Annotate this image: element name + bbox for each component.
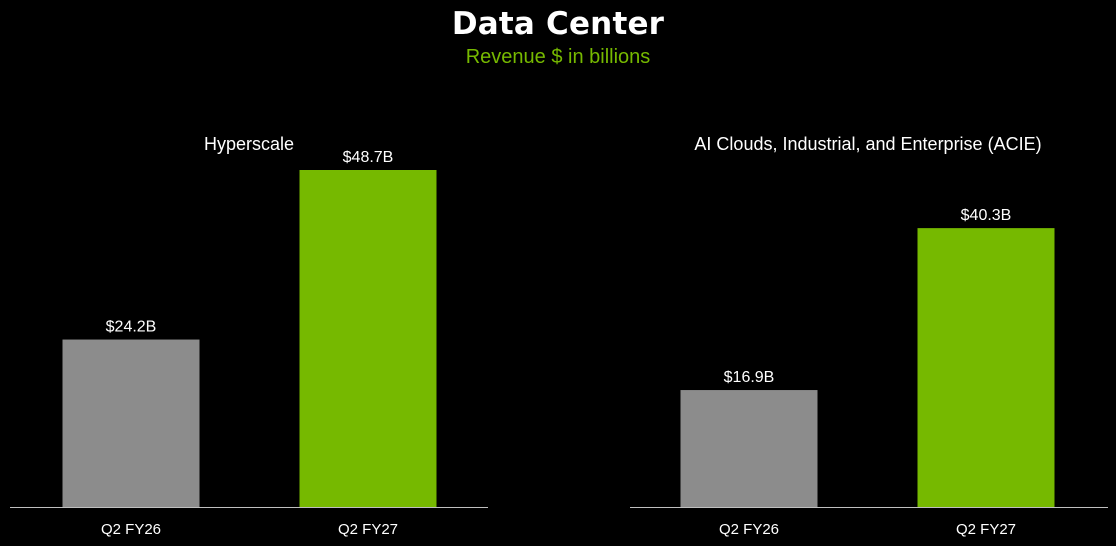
acie-bar-1 <box>680 390 818 507</box>
hyperscale-bar-2-value-label: $48.7B <box>343 149 394 166</box>
acie-x-tick-1: Q2 FY26 <box>719 521 779 538</box>
page-subtitle: Revenue $ in billions <box>465 46 651 68</box>
hyperscale-chart-title: Hyperscale <box>204 134 294 154</box>
acie-chart-title: AI Clouds, Industrial, and Enterprise (A… <box>694 134 1041 154</box>
acie-chart: AI Clouds, Industrial, and Enterprise (A… <box>630 134 1108 538</box>
hyperscale-x-tick-1: Q2 FY26 <box>101 521 161 538</box>
acie-bar-1-value-label: $16.9B <box>724 369 775 386</box>
hyperscale-bar-2 <box>299 170 437 507</box>
acie-x-tick-2: Q2 FY27 <box>956 521 1016 538</box>
page-title: Data Center <box>451 6 665 42</box>
hyperscale-chart: Hyperscale $24.2B Q2 FY26 $48.7B Q2 FY27 <box>10 134 488 538</box>
hyperscale-bar-1-value-label: $24.2B <box>106 319 157 336</box>
acie-bar-2 <box>917 228 1055 507</box>
hyperscale-bar-1 <box>62 339 200 507</box>
acie-bar-2-value-label: $40.3B <box>961 207 1012 224</box>
hyperscale-x-tick-2: Q2 FY27 <box>338 521 398 538</box>
